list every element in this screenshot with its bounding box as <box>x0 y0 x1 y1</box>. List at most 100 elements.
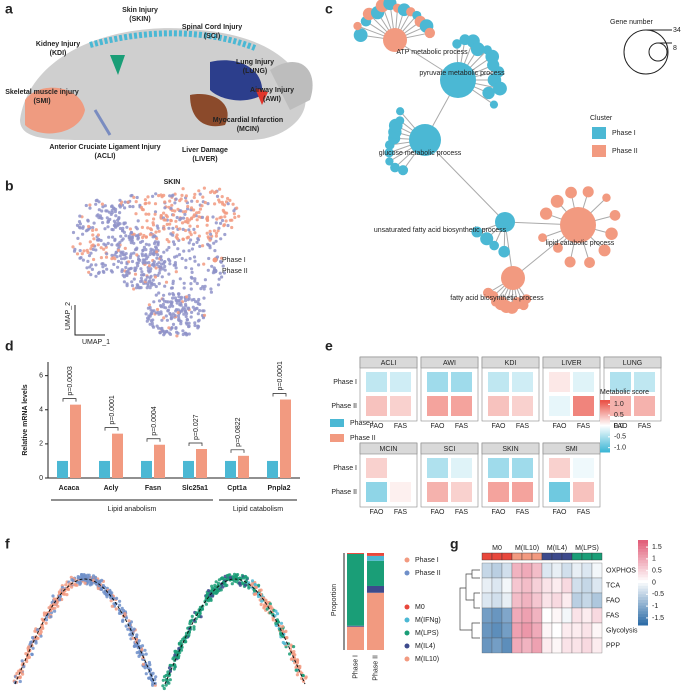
umap-point <box>96 243 100 247</box>
umap-point <box>89 247 93 251</box>
umap-point <box>154 230 158 234</box>
umap-point <box>102 247 106 251</box>
heat-cell <box>561 637 573 654</box>
umap-point <box>230 225 234 230</box>
legend-label: Phase II <box>350 435 376 442</box>
umap-point <box>154 311 158 315</box>
heat-cell <box>591 637 603 654</box>
cell-point <box>259 602 263 607</box>
umap-point <box>122 280 126 284</box>
legend-swatch <box>592 127 606 139</box>
umap-point <box>158 331 162 335</box>
umap-point <box>220 256 224 260</box>
umap-point <box>156 253 160 257</box>
umap-point <box>107 210 111 214</box>
cell-point <box>284 629 288 634</box>
umap-point <box>178 319 182 323</box>
umap-point <box>216 283 221 287</box>
cell-point <box>55 599 60 604</box>
umap-point <box>193 277 197 281</box>
umap-point <box>136 264 140 268</box>
colorbar-label: -0.5 <box>652 591 664 598</box>
umap-point <box>220 218 225 223</box>
umap-point <box>76 236 80 240</box>
term-label: ATP metabolic process <box>396 49 468 56</box>
node <box>424 27 436 39</box>
col-label: FAO <box>613 423 628 430</box>
umap-point <box>210 264 214 268</box>
panel-title: AWI <box>443 360 456 367</box>
panel-title: ACLI <box>381 360 397 367</box>
umap-point <box>167 326 171 330</box>
umap-point <box>219 221 223 225</box>
heat-cell <box>571 607 583 624</box>
injury-name: Skin Injury <box>122 7 158 14</box>
umap-point <box>172 213 176 217</box>
umap-point <box>86 259 90 263</box>
heat-cell <box>491 607 503 624</box>
umap-point <box>149 250 153 254</box>
umap-point <box>95 238 99 242</box>
umap-point <box>187 293 191 298</box>
umap-point <box>202 313 207 317</box>
umap-point <box>180 193 184 197</box>
umap-point <box>167 240 171 244</box>
umap-point <box>192 227 196 231</box>
umap-point <box>156 241 160 246</box>
umap-point <box>168 262 172 266</box>
umap-point <box>162 299 167 303</box>
cell-point <box>107 590 111 594</box>
umap-point <box>172 293 176 297</box>
heat-cell <box>551 562 563 579</box>
umap-point <box>101 205 105 209</box>
row-label: OXPHOS <box>606 567 636 574</box>
colorbar-step <box>638 588 648 592</box>
x-tick-label: Fasn <box>145 485 161 492</box>
umap-point <box>173 255 177 259</box>
umap-point <box>151 278 155 282</box>
col-label: FAS <box>394 509 408 516</box>
umap-point <box>133 248 138 252</box>
cell-point <box>162 686 166 691</box>
umap-point <box>202 262 206 266</box>
row-label: Glycolysis <box>606 627 638 634</box>
cell-point <box>132 627 136 631</box>
umap-point <box>126 200 130 204</box>
group-bar <box>521 552 533 561</box>
umap-point <box>144 278 148 282</box>
umap-point <box>90 244 94 248</box>
colorbar-step <box>638 562 648 566</box>
cell-point <box>102 590 106 594</box>
umap-point <box>128 227 132 231</box>
umap-point <box>176 311 180 315</box>
umap-point <box>143 202 147 206</box>
y-axis-label: UMAP_2 <box>65 302 72 330</box>
umap-point <box>209 290 213 294</box>
colorbar-step <box>600 412 610 415</box>
group-label: M(IL4) <box>547 545 567 552</box>
node <box>493 81 507 96</box>
umap-point <box>143 198 147 202</box>
cell-point <box>76 576 80 580</box>
heat-cell <box>511 592 523 609</box>
umap-point <box>84 229 88 233</box>
group-bar <box>551 552 563 561</box>
panel-label: g <box>450 536 459 552</box>
cell-point <box>62 592 67 596</box>
cell-point <box>53 609 57 613</box>
heat-cell <box>561 592 573 609</box>
cell-point <box>274 609 278 613</box>
injury-code: (SCI) <box>204 33 220 40</box>
cell-point <box>190 614 194 619</box>
umap-point <box>105 216 109 220</box>
heat-cell <box>549 482 570 502</box>
umap-point <box>213 249 217 253</box>
col-label: FAS <box>516 423 530 430</box>
umap-point <box>163 200 167 204</box>
cell-point <box>167 681 171 685</box>
heat-cell <box>573 458 594 478</box>
cell-point <box>144 672 148 676</box>
umap-point <box>162 211 166 215</box>
cell-point <box>211 588 215 593</box>
